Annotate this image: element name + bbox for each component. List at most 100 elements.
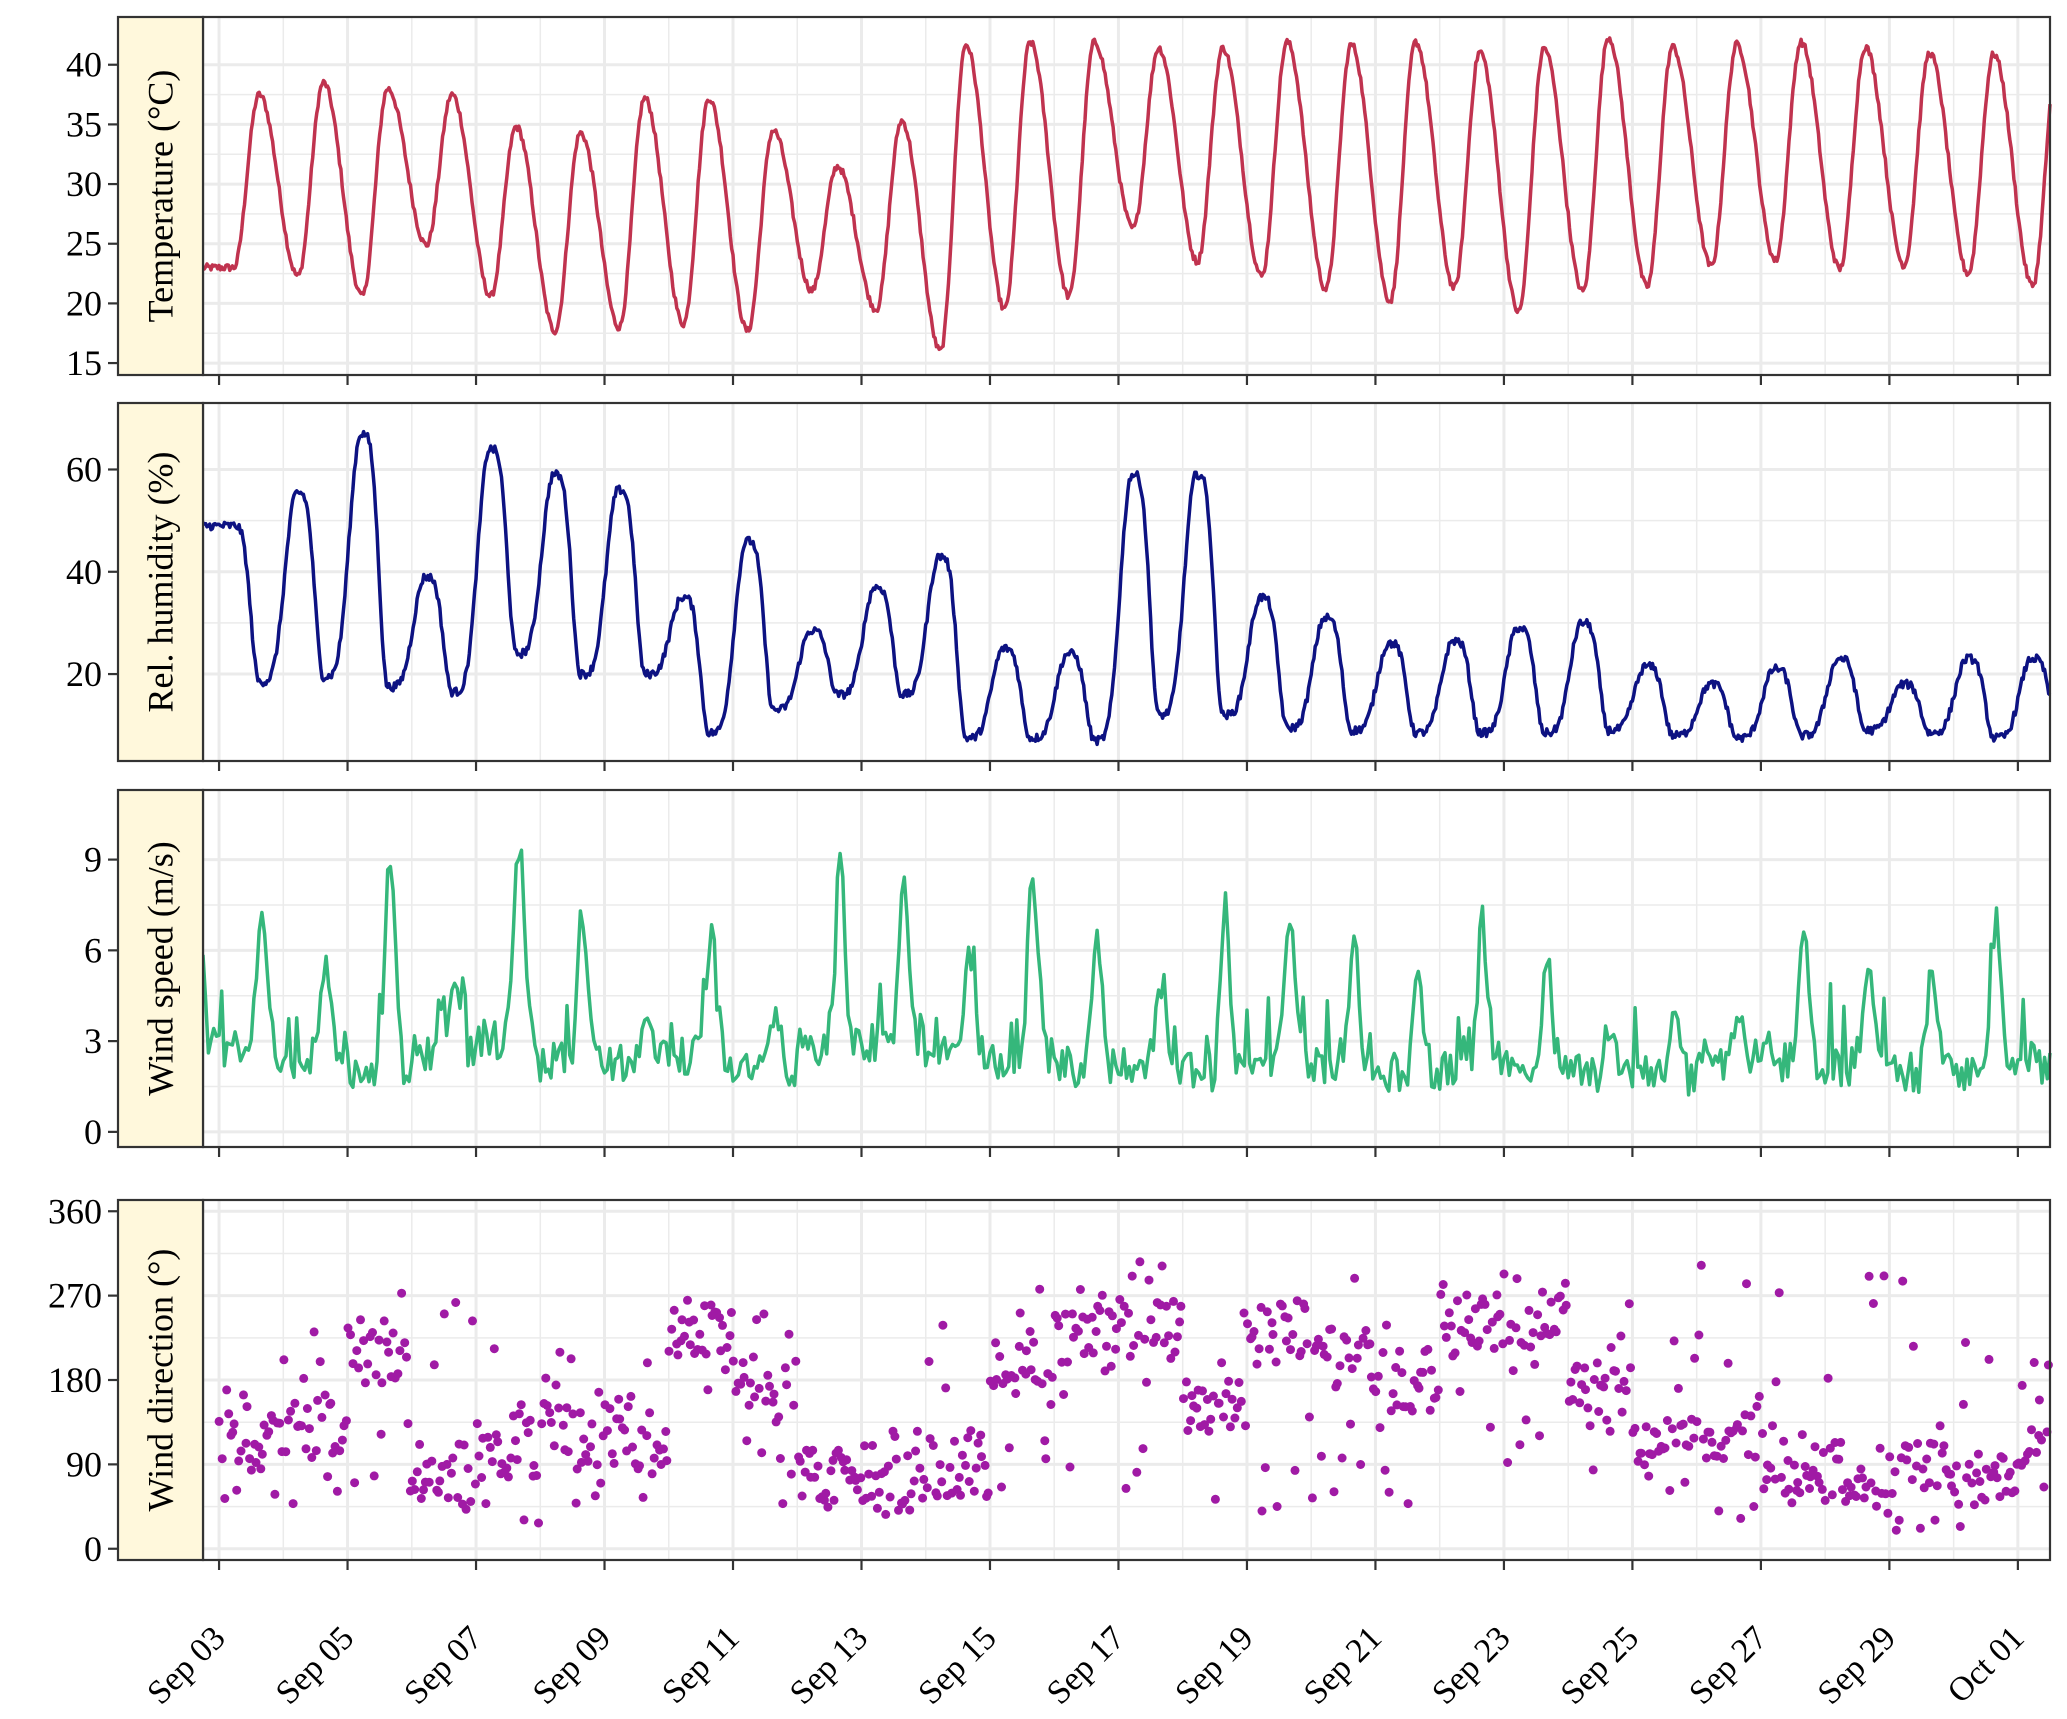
data-point [1175,1317,1185,1327]
data-point [813,1461,823,1471]
data-point [1262,1307,1272,1317]
data-point [1887,1489,1897,1498]
data-point [1499,1269,1509,1279]
data-point [1505,1335,1514,1345]
data-point [1087,1312,1097,1322]
data-point [925,1434,935,1444]
data-point [1820,1495,1830,1505]
y-tick-label: 20 [66,654,102,694]
data-point [446,1468,456,1478]
data-point [1630,1423,1640,1433]
data-point [703,1385,713,1395]
data-point [1503,1458,1513,1467]
data-point [1304,1412,1314,1422]
data-point [1738,1426,1747,1436]
data-point [1952,1461,1961,1471]
data-point [283,1415,293,1425]
data-point [1750,1452,1760,1462]
data-point [1883,1508,1893,1518]
x-tick-label: Sep 03 [140,1619,232,1711]
data-point [1918,1464,1928,1474]
data-point [228,1427,238,1437]
data-point [350,1478,360,1488]
data-point [1041,1454,1051,1464]
data-point [554,1403,564,1413]
data-point [1754,1391,1764,1401]
strip-label: Wind direction (°) [141,1249,181,1512]
data-point [1344,1353,1354,1363]
data-point [1823,1373,1833,1383]
data-point [963,1433,973,1443]
data-point [542,1401,552,1410]
panel-wind_speed: Wind speed (m/s) 0 3 6 9 [84,788,2052,1157]
data-point [416,1494,426,1503]
data-point [592,1460,602,1470]
data-point [722,1343,732,1352]
data-point [761,1396,771,1406]
data-point [384,1347,394,1357]
data-point [775,1454,785,1463]
data-point [532,1471,542,1480]
data-point [1446,1321,1456,1331]
data-point [973,1438,983,1448]
data-point [1602,1415,1612,1425]
data-point [2034,1395,2044,1405]
data-point [609,1458,619,1468]
data-point [1025,1327,1035,1336]
data-point [1600,1373,1610,1383]
data-point [1329,1487,1339,1497]
data-point [1132,1467,1142,1477]
data-point [2010,1486,2020,1496]
data-point [689,1315,699,1325]
data-point [1805,1484,1814,1493]
data-point [997,1482,1006,1492]
data-point [596,1478,606,1488]
data-point [246,1465,256,1475]
data-point [1346,1419,1355,1429]
data-point [1204,1426,1214,1436]
data-point [224,1409,234,1419]
data-point [1621,1386,1631,1396]
data-point [242,1402,252,1412]
data-point [915,1463,925,1473]
x-tick-label: Sep 21 [1297,1619,1389,1711]
data-point [1221,1389,1231,1399]
data-point [669,1305,679,1315]
data-point [635,1461,644,1471]
data-point [1342,1335,1352,1345]
data-point [1701,1453,1711,1463]
data-point [443,1493,453,1503]
data-point [1307,1493,1317,1503]
data-point [1913,1439,1923,1448]
data-point [642,1358,652,1368]
data-point [1992,1473,2002,1483]
data-point [407,1476,417,1486]
data-point [586,1442,595,1452]
data-point [1358,1333,1368,1343]
data-point [229,1419,239,1429]
data-point [1232,1403,1242,1413]
data-point [1208,1391,1218,1401]
data-point [1230,1413,1240,1423]
data-point [256,1464,266,1474]
data-point [1588,1465,1598,1475]
data-point [1179,1394,1188,1404]
data-point [1037,1379,1047,1389]
data-point [1356,1460,1366,1469]
data-point [1624,1299,1634,1309]
data-point [840,1465,850,1475]
data-point [1378,1348,1388,1357]
data-point [819,1495,829,1505]
data-point [1067,1309,1077,1319]
data-point [491,1430,501,1440]
data-point [695,1329,705,1339]
data-point [1106,1361,1116,1371]
data-point [1200,1420,1209,1430]
data-point [1673,1383,1683,1393]
data-point [1234,1378,1244,1387]
data-point [323,1472,333,1482]
data-point [1151,1332,1161,1342]
data-point [667,1324,677,1334]
data-point [529,1461,539,1470]
data-point [1904,1442,1914,1452]
